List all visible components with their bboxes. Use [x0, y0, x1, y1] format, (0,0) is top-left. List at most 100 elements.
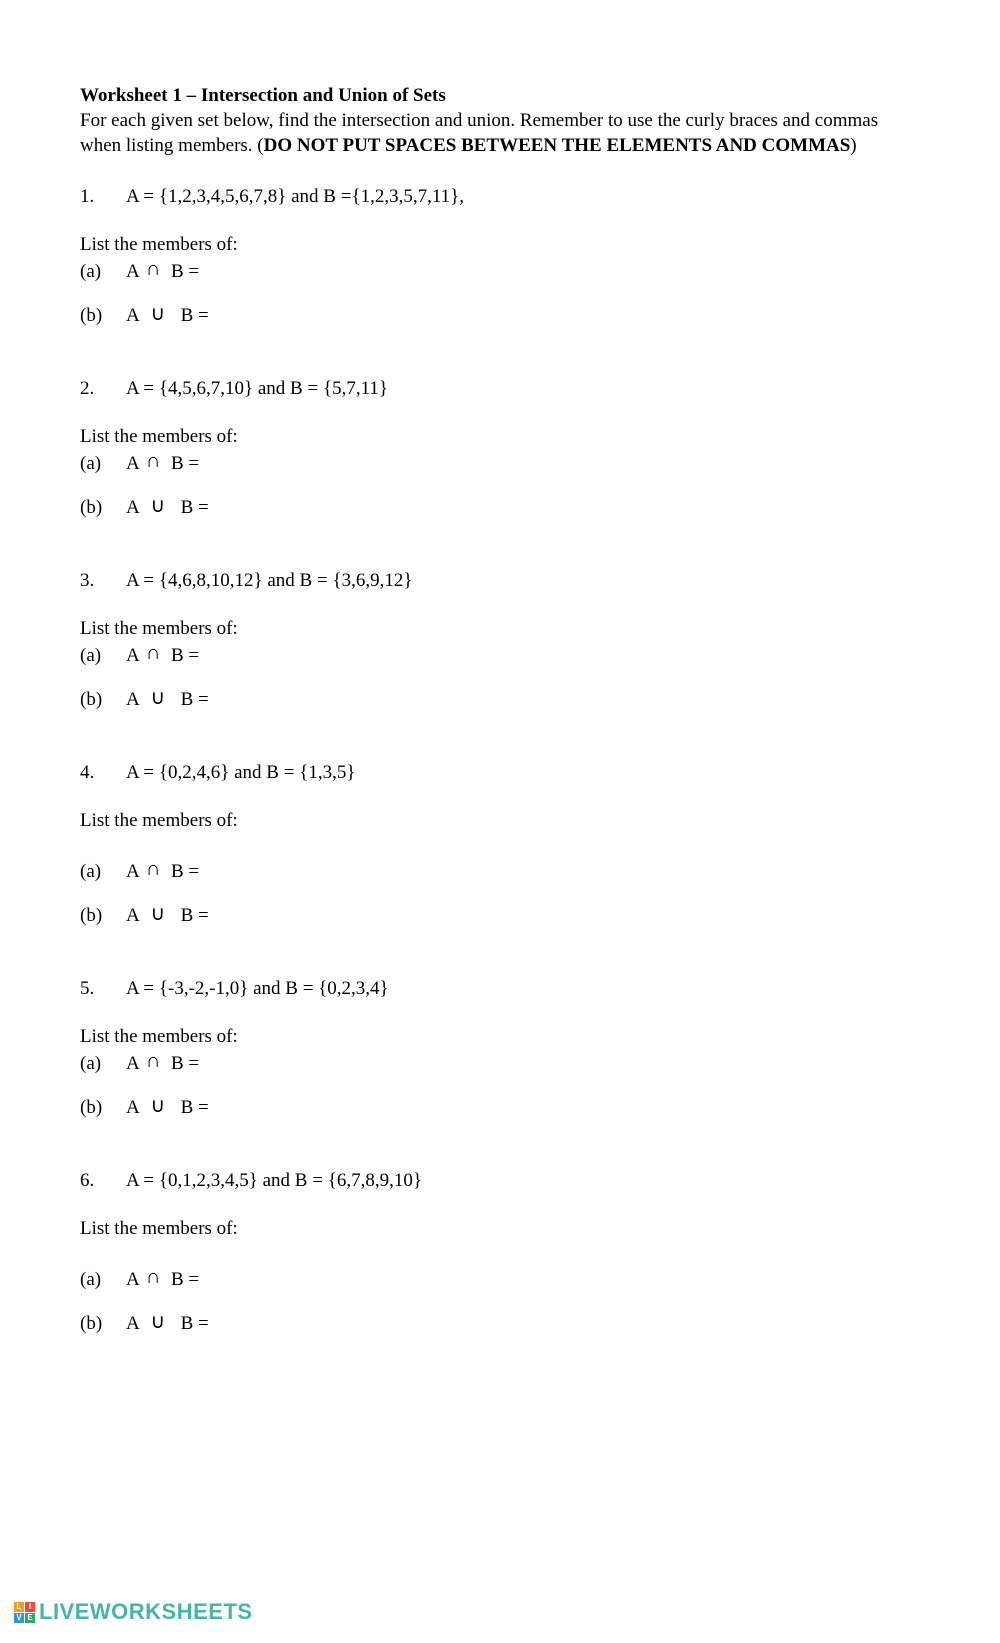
union-line: (b)A ∪ B = [80, 1095, 920, 1120]
set-A-label: A [126, 905, 144, 927]
intersection-expression: A∩ B = [126, 260, 199, 283]
intersection-line: (a)A∩ B = [80, 260, 920, 283]
sub-label-b: (b) [80, 497, 126, 519]
intersection-line: (a)A∩ B = [80, 452, 920, 475]
problem-sets: A = {4,5,6,7,10} and B = {5,7,11} [126, 378, 388, 399]
union-line: (b)A ∪ B = [80, 903, 920, 928]
union-line: (b)A ∪ B = [80, 687, 920, 712]
set-B-label: B = [171, 1097, 209, 1119]
sub-label-b: (b) [80, 905, 126, 927]
union-icon: ∪ [148, 1309, 167, 1334]
intersection-line: (a)A∩ B = [80, 1268, 920, 1291]
sub-label-a: (a) [80, 645, 126, 667]
union-expression: A ∪ B = [126, 1311, 209, 1336]
set-A-label: A [126, 861, 140, 883]
watermark-logo-icon: L I V E [14, 1602, 35, 1623]
worksheet-title: Worksheet 1 – Intersection and Union of … [80, 85, 920, 107]
problem-definition: 1.A = {1,2,3,4,5,6,7,8} and B ={1,2,3,5,… [80, 186, 920, 208]
set-A-label: A [126, 1053, 140, 1075]
problem-number: 2. [80, 378, 126, 400]
list-heading: List the members of: [80, 1026, 920, 1048]
set-A-label: A [126, 689, 144, 711]
sub-label-b: (b) [80, 305, 126, 327]
set-B-label: B = [166, 453, 199, 475]
union-icon: ∪ [148, 901, 167, 926]
instructions-post: ) [850, 135, 856, 156]
union-expression: A ∪ B = [126, 1095, 209, 1120]
watermark-text: LIVEWORKSHEETS [39, 1599, 253, 1625]
set-B-label: B = [166, 261, 199, 283]
sub-label-a: (a) [80, 261, 126, 283]
sub-label-b: (b) [80, 1097, 126, 1119]
problem-definition: 2.A = {4,5,6,7,10} and B = {5,7,11} [80, 378, 920, 400]
intersection-expression: A∩ B = [126, 452, 199, 475]
intersection-icon: ∩ [144, 258, 162, 281]
problem-sets: A = {0,2,4,6} and B = {1,3,5} [126, 762, 355, 783]
set-A-label: A [126, 305, 144, 327]
sub-label-b: (b) [80, 689, 126, 711]
intersection-icon: ∩ [144, 1266, 162, 1289]
problem-sets: A = {4,6,8,10,12} and B = {3,6,9,12} [126, 570, 412, 591]
sub-label-b: (b) [80, 1313, 126, 1335]
set-B-label: B = [166, 1053, 199, 1075]
problem-5: 5.A = {-3,-2,-1,0} and B = {0,2,3,4} List… [80, 978, 920, 1120]
union-icon: ∪ [148, 493, 167, 518]
problem-number: 3. [80, 570, 126, 592]
problem-definition: 3.A = {4,6,8,10,12} and B = {3,6,9,12} [80, 570, 920, 592]
wm-sq-2: I [25, 1602, 35, 1612]
set-A-label: A [126, 453, 140, 475]
set-B-label: B = [171, 305, 209, 327]
problem-number: 4. [80, 762, 126, 784]
sub-label-a: (a) [80, 861, 126, 883]
problem-definition: 5.A = {-3,-2,-1,0} and B = {0,2,3,4} [80, 978, 920, 1000]
problem-definition: 6.A = {0,1,2,3,4,5} and B = {6,7,8,9,10} [80, 1170, 920, 1192]
list-heading: List the members of: [80, 810, 920, 832]
watermark: L I V E LIVEWORKSHEETS [14, 1599, 253, 1625]
set-B-label: B = [166, 1269, 199, 1291]
wm-sq-1: L [14, 1602, 24, 1612]
intersection-icon: ∩ [144, 1050, 162, 1073]
set-A-label: A [126, 261, 140, 283]
union-line: (b)A ∪ B = [80, 303, 920, 328]
set-B-label: B = [166, 645, 199, 667]
set-B-label: B = [171, 905, 209, 927]
list-heading: List the members of: [80, 234, 920, 256]
problem-3: 3.A = {4,6,8,10,12} and B = {3,6,9,12}Li… [80, 570, 920, 712]
instructions-bold: DO NOT PUT SPACES BETWEEN THE ELEMENTS A… [264, 135, 851, 156]
set-A-label: A [126, 1269, 140, 1291]
sub-label-a: (a) [80, 1053, 126, 1075]
intersection-icon: ∩ [144, 642, 162, 665]
wm-sq-4: E [25, 1613, 35, 1623]
instructions: For each given set below, find the inter… [80, 109, 920, 158]
union-icon: ∪ [148, 685, 167, 710]
sub-label-a: (a) [80, 453, 126, 475]
union-icon: ∪ [148, 1093, 167, 1118]
set-B-label: B = [171, 1313, 209, 1335]
problem-6: 6.A = {0,1,2,3,4,5} and B = {6,7,8,9,10}… [80, 1170, 920, 1336]
sub-label-a: (a) [80, 1269, 126, 1291]
intersection-line: (a)A∩ B = [80, 644, 920, 667]
problem-sets: A = {0,1,2,3,4,5} and B = {6,7,8,9,10} [126, 1170, 422, 1191]
set-B-label: B = [171, 497, 209, 519]
problem-sets: A = {-3,-2,-1,0} and B = {0,2,3,4} [126, 978, 389, 999]
problem-sets: A = {1,2,3,4,5,6,7,8} and B ={1,2,3,5,7,… [126, 186, 464, 207]
intersection-expression: A∩ B = [126, 644, 199, 667]
list-heading: List the members of: [80, 426, 920, 448]
union-line: (b)A ∪ B = [80, 495, 920, 520]
union-icon: ∪ [148, 301, 167, 326]
problem-definition: 4.A = {0,2,4,6} and B = {1,3,5} [80, 762, 920, 784]
set-A-label: A [126, 1313, 144, 1335]
set-A-label: A [126, 645, 140, 667]
problem-4: 4.A = {0,2,4,6} and B = {1,3,5} List the … [80, 762, 920, 928]
union-expression: A ∪ B = [126, 303, 209, 328]
intersection-icon: ∩ [144, 858, 162, 881]
problem-2: 2.A = {4,5,6,7,10} and B = {5,7,11} List … [80, 378, 920, 520]
problems-container: 1.A = {1,2,3,4,5,6,7,8} and B ={1,2,3,5,… [80, 186, 920, 1336]
union-expression: A ∪ B = [126, 903, 209, 928]
problem-number: 1. [80, 186, 126, 208]
union-expression: A ∪ B = [126, 687, 209, 712]
wm-sq-3: V [14, 1613, 24, 1623]
problem-1: 1.A = {1,2,3,4,5,6,7,8} and B ={1,2,3,5,… [80, 186, 920, 328]
worksheet-page: Worksheet 1 – Intersection and Union of … [0, 0, 1000, 1643]
union-expression: A ∪ B = [126, 495, 209, 520]
